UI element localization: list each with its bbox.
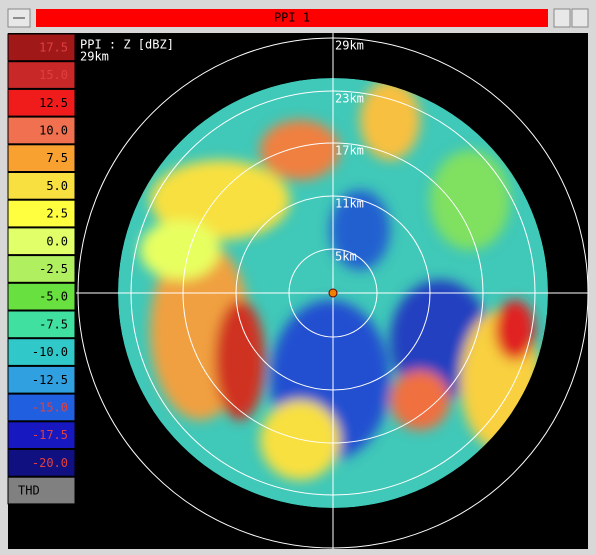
legend-label: 0.0 xyxy=(46,234,68,248)
radar-site xyxy=(329,289,337,297)
legend-label: -5.0 xyxy=(39,290,68,304)
legend-label: 10.0 xyxy=(39,123,68,137)
ring-label: 17km xyxy=(335,144,364,158)
legend-label: -10.0 xyxy=(32,345,68,359)
legend-label: 5.0 xyxy=(46,179,68,193)
legend-label: -12.5 xyxy=(32,373,68,387)
legend-label: 7.5 xyxy=(46,151,68,165)
legend-label: 15.0 xyxy=(39,68,68,82)
legend-label: -17.5 xyxy=(32,428,68,442)
legend-label: 12.5 xyxy=(39,96,68,110)
window: PPI 1 29km23km17km11km5km PPI : Z [dBZ] xyxy=(0,0,596,555)
minimize-button[interactable] xyxy=(554,9,570,27)
legend-label: -20.0 xyxy=(32,456,68,470)
maximize-button[interactable] xyxy=(572,9,588,27)
legend-label: -2.5 xyxy=(39,262,68,276)
window-title: PPI 1 xyxy=(274,11,310,25)
ring-label: 11km xyxy=(335,197,364,211)
ring-label: 23km xyxy=(335,92,364,106)
legend-label: -15.0 xyxy=(32,400,68,414)
legend-label: -7.5 xyxy=(39,317,68,331)
max-range-label: 29km xyxy=(80,50,109,64)
ring-label: 29km xyxy=(335,39,364,53)
legend-label: THD xyxy=(18,484,40,498)
legend-label: 17.5 xyxy=(39,40,68,54)
legend-label: 2.5 xyxy=(46,207,68,221)
ring-label: 5km xyxy=(335,250,357,264)
radar-window: PPI 1 29km23km17km11km5km PPI : Z [dBZ] xyxy=(0,0,596,555)
